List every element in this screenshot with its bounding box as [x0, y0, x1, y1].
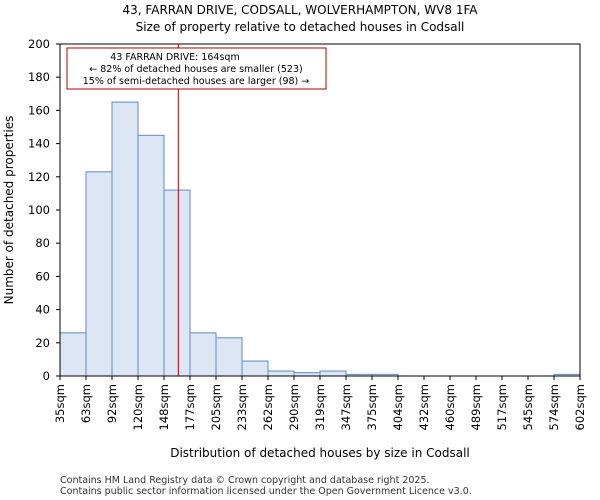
histogram-bar-177sqm — [189, 332, 217, 377]
x-tick-label: 262sqm — [261, 384, 275, 430]
chart-title: 43, FARRAN DRIVE, CODSALL, WOLVERHAMPTON… — [123, 3, 479, 17]
histogram-bar-262sqm — [267, 370, 295, 377]
y-tick-label: 140 — [28, 137, 50, 151]
x-tick-label: 602sqm — [573, 384, 587, 430]
x-tick-label: 489sqm — [469, 384, 483, 430]
histogram-bar-92sqm — [111, 101, 139, 377]
chart-subtitle: Size of property relative to detached ho… — [136, 20, 465, 34]
x-tick-label: 120sqm — [131, 384, 145, 430]
histogram-bar-205sqm — [215, 337, 243, 377]
x-tick-label: 205sqm — [209, 384, 223, 430]
x-axis-label: Distribution of detached houses by size … — [170, 446, 470, 460]
annotation-line-1: 43 FARRAN DRIVE: 164sqm — [110, 52, 239, 63]
histogram-bar-319sqm — [319, 370, 347, 377]
y-tick-label: 60 — [35, 269, 50, 283]
x-tick-label: 517sqm — [495, 384, 509, 430]
annotation-frame — [66, 47, 327, 90]
x-tick-label: 290sqm — [287, 384, 301, 430]
axis-ticks: 0 20 40 60 80 100 120 140 160 180 200 35sqm 63sqm 92s… — [28, 37, 587, 430]
histogram-bar-63sqm — [85, 171, 113, 377]
histogram-bar-35sqm — [59, 332, 87, 377]
annotation-line-3: 15% of semi-detached houses are larger (… — [83, 76, 310, 87]
plot-area-frame — [59, 43, 581, 377]
y-tick-label: 0 — [43, 369, 50, 383]
x-tick-label: 63sqm — [79, 384, 93, 423]
y-axis-label: Number of detached properties — [2, 116, 16, 305]
x-tick-label: 92sqm — [105, 384, 119, 423]
histogram-bar-233sqm — [241, 360, 269, 377]
x-tick-label: 35sqm — [53, 384, 67, 423]
bars — [59, 101, 581, 377]
x-tick-label: 347sqm — [339, 384, 353, 430]
y-tick-label: 200 — [28, 37, 50, 51]
footer-line-1: Contains HM Land Registry data © Crown c… — [60, 475, 430, 486]
footer-line-2: Contains public sector information licen… — [60, 486, 472, 497]
x-tick-label: 233sqm — [235, 384, 249, 430]
x-tick-label: 432sqm — [417, 384, 431, 430]
y-tick-label: 100 — [28, 203, 50, 217]
y-tick-label: 80 — [35, 236, 50, 250]
annotation-line-2: ← 82% of detached houses are smaller (52… — [89, 64, 302, 75]
y-tick-label: 40 — [35, 303, 50, 317]
y-tick-label: 20 — [35, 336, 50, 350]
x-tick-label: 375sqm — [365, 384, 379, 430]
x-tick-label: 319sqm — [313, 384, 327, 430]
histogram-bar-148sqm — [163, 189, 191, 377]
x-tick-label: 177sqm — [183, 384, 197, 430]
x-tick-label: 148sqm — [157, 384, 171, 430]
annotation-box: 43 FARRAN DRIVE: 164sqm ← 82% of detache… — [66, 47, 327, 90]
x-tick-label: 574sqm — [547, 384, 561, 430]
y-tick-label: 160 — [28, 103, 50, 117]
x-tick-label: 460sqm — [443, 384, 457, 430]
y-tick-label: 180 — [28, 70, 50, 84]
x-tick-label: 545sqm — [521, 384, 535, 430]
y-tick-label: 120 — [28, 170, 50, 184]
x-tick-label: 404sqm — [391, 384, 405, 430]
histogram-bar-120sqm — [137, 134, 165, 377]
